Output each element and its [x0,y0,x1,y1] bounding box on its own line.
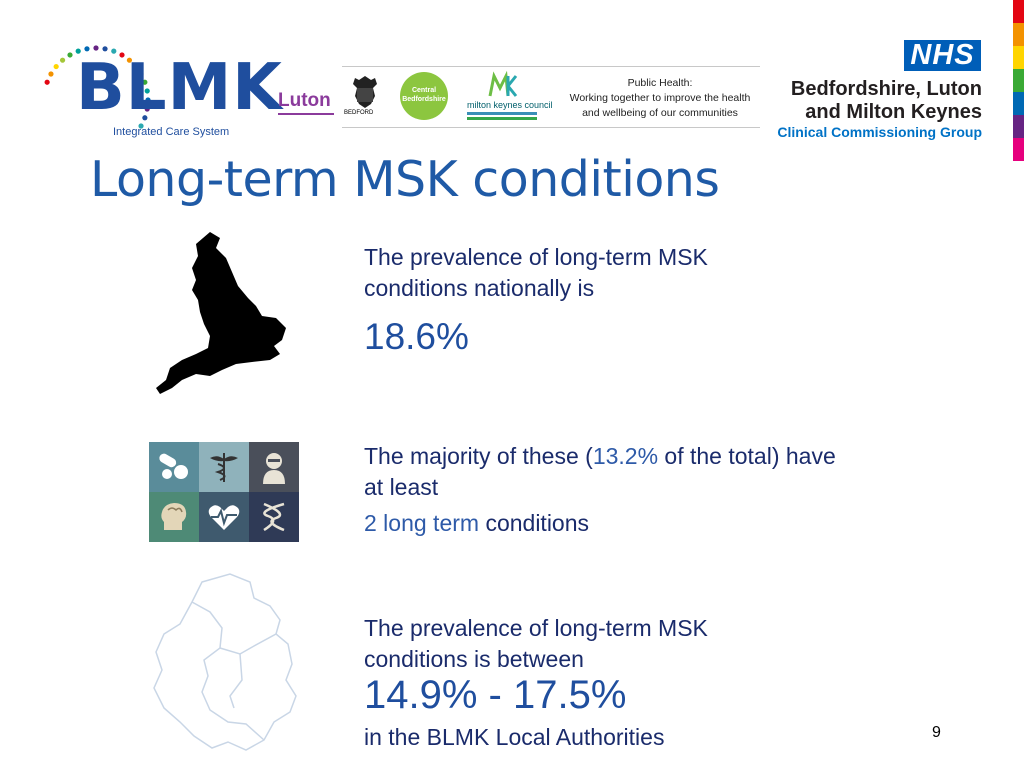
blmk-logo-dot [53,63,59,70]
doctor-icon [249,442,299,492]
section1-text: The prevalence of long-term MSK conditio… [364,244,708,301]
blmk-logo-dot [75,48,81,54]
color-strip-segment [1013,138,1024,161]
dna-icon [249,492,299,542]
health-icons-grid [149,442,299,542]
partner-logo-band [342,66,760,128]
ccg-name-line2: and Milton Keynes [805,101,982,123]
color-strip-segment [1013,0,1024,23]
pills-icon [149,442,199,492]
blmk-logo-subtitle: Integrated Care System [113,126,230,138]
milton-keynes-mk-icon [488,70,518,97]
blmk-logo-text: BLMK [76,51,283,125]
blmk-logo-dot [142,115,148,121]
blmk-logo-dot [119,52,125,58]
nhs-logo: NHS [904,40,981,71]
blmk-logo-dot [138,71,144,77]
color-strip [1013,0,1024,182]
national-prevalence-value: 18.6% [364,316,469,357]
majority-value: 13.2% [592,443,659,469]
color-strip-segment [1013,92,1024,115]
blmk-logo-dot [126,57,133,63]
public-health-line1: Public Health: [627,77,693,89]
page-number: 9 [932,724,941,741]
blmk-logo-dot [67,52,73,58]
mk-logo-bar [467,112,537,115]
milton-keynes-logo-text: milton keynes council [467,100,553,110]
blmk-logo-dot [133,63,139,70]
mk-logo-bar [467,117,537,120]
blmk-logo-dot [59,57,66,63]
section2-text-a: The majority of these ( [364,443,593,469]
blmk-logo-dot [142,79,148,85]
section2-text: The majority of these (13.2% of the tota… [364,441,844,503]
luton-underline [278,113,334,115]
ccg-name: Bedfordshire, Luton and Milton Keynes [770,78,982,124]
central-bedfordshire-logo: Central Bedfordshire [400,72,448,120]
brain-icon [149,492,199,542]
central-logo-line1: Central [411,87,437,94]
blmk-logo-dot [102,46,108,52]
public-health-line2: Working together to improve the health [569,92,751,104]
blmk-dots-icon [44,45,151,129]
luton-logo: Luton [278,90,331,111]
color-strip-segment [1013,69,1024,92]
slide-title: Long-term MSK conditions [90,151,720,208]
section3-text: The prevalence of long-term MSK conditio… [364,615,708,672]
section2-line2: 2 long term conditions [364,508,589,539]
blmk-logo-dot [44,79,50,85]
section3-footer-text: in the BLMK Local Authorities [364,724,665,750]
blmk-logo-dot [84,46,90,52]
heart-pulse-icon [199,492,249,542]
bedford-logo-text: BEDFORD [344,110,374,116]
bedford-crest-icon [353,76,377,108]
color-strip-segment [1013,46,1024,69]
england-map-icon [156,232,286,394]
blmk-logo-dot [145,97,151,103]
blmk-prevalence-range: 14.9% - 17.5% [364,673,627,717]
central-logo-line2: Bedfordshire [402,96,446,103]
caduceus-icon [199,442,249,492]
public-health-line3: and wellbeing of our communities [582,107,738,119]
long-term-count: 2 long term [364,510,480,536]
section2-text-c: conditions [479,510,590,536]
blmk-logo-dot [48,71,54,77]
blmk-logo-dot [93,45,99,51]
blmk-area-map-icon [153,573,297,751]
section2-text-b: of the total) have at least [364,443,836,500]
blmk-logo-dot [138,123,144,129]
color-strip-segment [1013,23,1024,46]
ccg-name-line1: Bedfordshire, Luton [790,78,982,100]
public-health-text: Public Health: Working together to impro… [560,76,760,121]
ccg-subtitle: Clinical Commissioning Group [777,124,982,140]
blmk-logo-dot [144,106,150,112]
blmk-logo-dot [111,48,117,54]
blmk-logo-dot [144,88,150,94]
color-strip-segment [1013,115,1024,138]
